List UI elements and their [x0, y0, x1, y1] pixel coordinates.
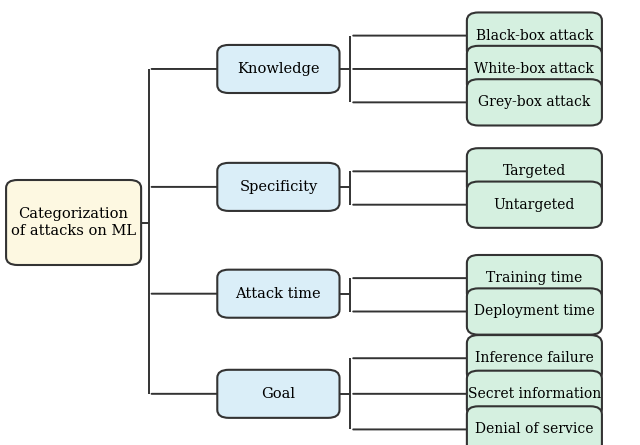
Text: Denial of service: Denial of service	[475, 422, 594, 437]
Text: Untargeted: Untargeted	[493, 198, 575, 212]
FancyBboxPatch shape	[467, 79, 602, 125]
Text: Specificity: Specificity	[239, 180, 317, 194]
Text: Goal: Goal	[261, 387, 296, 401]
FancyBboxPatch shape	[217, 45, 339, 93]
FancyBboxPatch shape	[467, 12, 602, 59]
FancyBboxPatch shape	[467, 335, 602, 381]
Text: White-box attack: White-box attack	[474, 62, 595, 76]
FancyBboxPatch shape	[217, 270, 339, 318]
FancyBboxPatch shape	[217, 163, 339, 211]
FancyBboxPatch shape	[217, 370, 339, 418]
FancyBboxPatch shape	[467, 371, 602, 417]
Text: Grey-box attack: Grey-box attack	[478, 95, 591, 109]
Text: Inference failure: Inference failure	[475, 351, 594, 365]
Text: Secret information: Secret information	[468, 387, 601, 401]
Text: Knowledge: Knowledge	[237, 62, 319, 76]
FancyBboxPatch shape	[467, 288, 602, 335]
FancyBboxPatch shape	[467, 46, 602, 92]
Text: Deployment time: Deployment time	[474, 304, 595, 319]
FancyBboxPatch shape	[6, 180, 141, 265]
FancyBboxPatch shape	[467, 406, 602, 445]
FancyBboxPatch shape	[467, 182, 602, 228]
Text: Training time: Training time	[486, 271, 582, 285]
Text: Black-box attack: Black-box attack	[476, 28, 593, 43]
FancyBboxPatch shape	[467, 148, 602, 194]
Text: Categorization
of attacks on ML: Categorization of attacks on ML	[11, 207, 136, 238]
Text: Attack time: Attack time	[236, 287, 321, 301]
Text: Targeted: Targeted	[503, 164, 566, 178]
FancyBboxPatch shape	[467, 255, 602, 301]
